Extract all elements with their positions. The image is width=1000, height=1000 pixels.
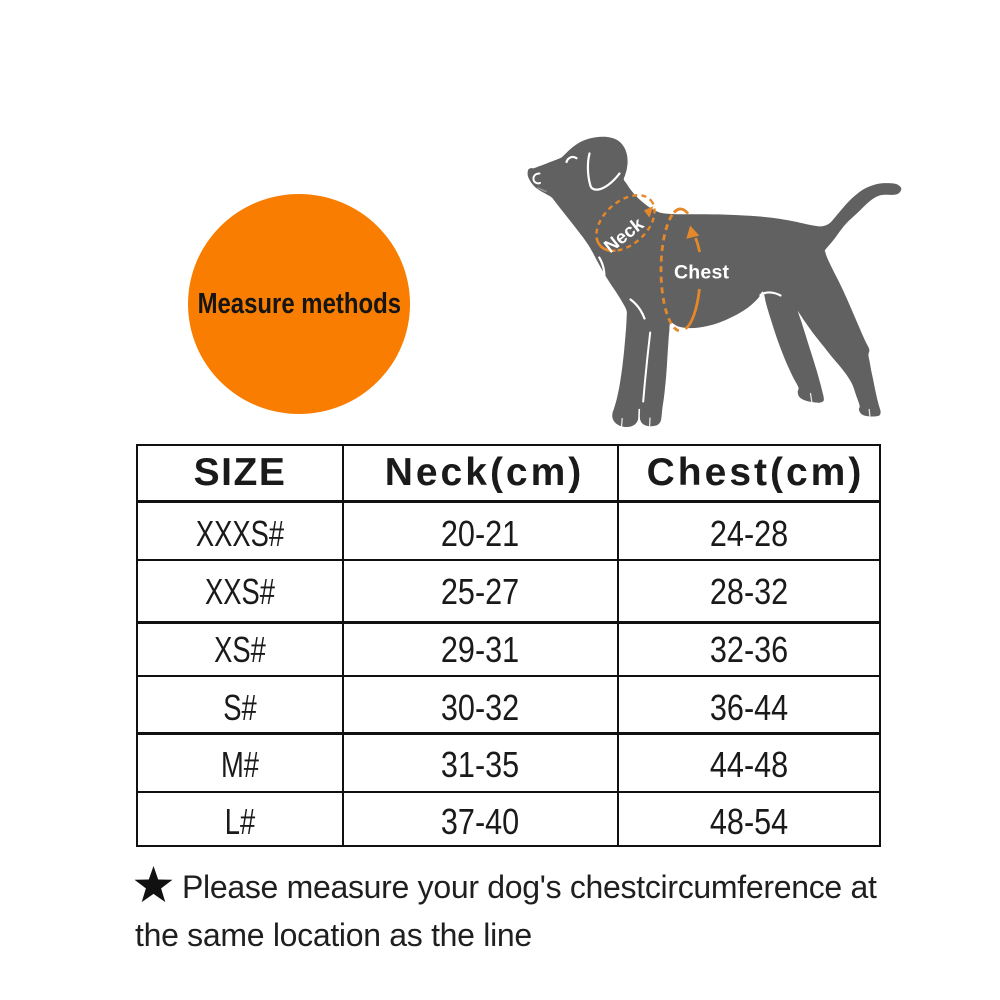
svg-text:Chest: Chest [674,262,729,284]
